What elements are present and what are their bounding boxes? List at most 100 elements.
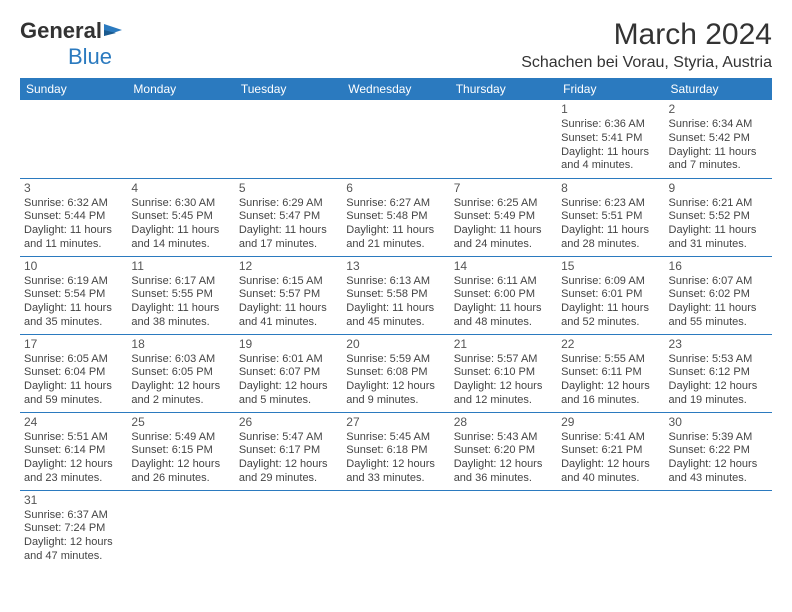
title-block: March 2024 Schachen bei Vorau, Styria, A… <box>521 18 772 72</box>
sunrise-line: Sunrise: 6:13 AM <box>346 275 445 289</box>
sunrise-line: Sunrise: 5:53 AM <box>669 353 768 367</box>
sunrise-line: Sunrise: 6:30 AM <box>131 197 230 211</box>
day-number: 10 <box>24 259 123 274</box>
empty-cell <box>342 490 449 568</box>
sunset-line: Sunset: 5:52 PM <box>669 210 768 224</box>
daylight-line: Daylight: 11 hours and 38 minutes. <box>131 302 230 330</box>
sunrise-line: Sunrise: 6:11 AM <box>454 275 553 289</box>
day-cell-28: 28Sunrise: 5:43 AMSunset: 6:20 PMDayligh… <box>450 412 557 490</box>
sunrise-line: Sunrise: 5:43 AM <box>454 431 553 445</box>
day-cell-23: 23Sunrise: 5:53 AMSunset: 6:12 PMDayligh… <box>665 334 772 412</box>
sunrise-line: Sunrise: 6:23 AM <box>561 197 660 211</box>
day-number: 19 <box>239 337 338 352</box>
day-cell-16: 16Sunrise: 6:07 AMSunset: 6:02 PMDayligh… <box>665 256 772 334</box>
day-number: 7 <box>454 181 553 196</box>
daylight-line: Daylight: 11 hours and 35 minutes. <box>24 302 123 330</box>
sunrise-line: Sunrise: 5:57 AM <box>454 353 553 367</box>
daylight-line: Daylight: 11 hours and 24 minutes. <box>454 224 553 252</box>
day-cell-20: 20Sunrise: 5:59 AMSunset: 6:08 PMDayligh… <box>342 334 449 412</box>
sunset-line: Sunset: 6:20 PM <box>454 444 553 458</box>
sunset-line: Sunset: 5:58 PM <box>346 288 445 302</box>
sunrise-line: Sunrise: 6:19 AM <box>24 275 123 289</box>
sunrise-line: Sunrise: 6:07 AM <box>669 275 768 289</box>
sunset-line: Sunset: 6:14 PM <box>24 444 123 458</box>
day-cell-17: 17Sunrise: 6:05 AMSunset: 6:04 PMDayligh… <box>20 334 127 412</box>
day-cell-14: 14Sunrise: 6:11 AMSunset: 6:00 PMDayligh… <box>450 256 557 334</box>
empty-cell <box>127 490 234 568</box>
sunset-line: Sunset: 6:08 PM <box>346 366 445 380</box>
sunrise-line: Sunrise: 6:29 AM <box>239 197 338 211</box>
empty-cell <box>342 100 449 178</box>
day-number: 21 <box>454 337 553 352</box>
empty-cell <box>450 100 557 178</box>
day-number: 16 <box>669 259 768 274</box>
sunset-line: Sunset: 5:41 PM <box>561 132 660 146</box>
sunrise-line: Sunrise: 5:49 AM <box>131 431 230 445</box>
sunset-line: Sunset: 6:00 PM <box>454 288 553 302</box>
sunset-line: Sunset: 6:05 PM <box>131 366 230 380</box>
sunset-line: Sunset: 6:12 PM <box>669 366 768 380</box>
sunrise-line: Sunrise: 5:47 AM <box>239 431 338 445</box>
calendar-row: 1Sunrise: 6:36 AMSunset: 5:41 PMDaylight… <box>20 100 772 178</box>
day-number: 29 <box>561 415 660 430</box>
day-number: 27 <box>346 415 445 430</box>
sunset-line: Sunset: 6:04 PM <box>24 366 123 380</box>
day-cell-4: 4Sunrise: 6:30 AMSunset: 5:45 PMDaylight… <box>127 178 234 256</box>
sunset-line: Sunset: 5:57 PM <box>239 288 338 302</box>
sunset-line: Sunset: 6:02 PM <box>669 288 768 302</box>
day-number: 9 <box>669 181 768 196</box>
sunrise-line: Sunrise: 6:21 AM <box>669 197 768 211</box>
daylight-line: Daylight: 12 hours and 29 minutes. <box>239 458 338 486</box>
daylight-line: Daylight: 12 hours and 36 minutes. <box>454 458 553 486</box>
daylight-line: Daylight: 12 hours and 43 minutes. <box>669 458 768 486</box>
day-cell-15: 15Sunrise: 6:09 AMSunset: 6:01 PMDayligh… <box>557 256 664 334</box>
weekday-saturday: Saturday <box>665 78 772 100</box>
day-number: 24 <box>24 415 123 430</box>
day-number: 20 <box>346 337 445 352</box>
daylight-line: Daylight: 12 hours and 23 minutes. <box>24 458 123 486</box>
daylight-line: Daylight: 12 hours and 40 minutes. <box>561 458 660 486</box>
daylight-line: Daylight: 12 hours and 16 minutes. <box>561 380 660 408</box>
sunset-line: Sunset: 6:22 PM <box>669 444 768 458</box>
daylight-line: Daylight: 11 hours and 7 minutes. <box>669 146 768 174</box>
sunset-line: Sunset: 6:21 PM <box>561 444 660 458</box>
logo-text: GeneralBlue <box>20 18 124 70</box>
daylight-line: Daylight: 11 hours and 14 minutes. <box>131 224 230 252</box>
day-cell-29: 29Sunrise: 5:41 AMSunset: 6:21 PMDayligh… <box>557 412 664 490</box>
weekday-wednesday: Wednesday <box>342 78 449 100</box>
sunrise-line: Sunrise: 5:51 AM <box>24 431 123 445</box>
day-number: 4 <box>131 181 230 196</box>
sunset-line: Sunset: 6:10 PM <box>454 366 553 380</box>
sunrise-line: Sunrise: 6:03 AM <box>131 353 230 367</box>
sunset-line: Sunset: 7:24 PM <box>24 522 123 536</box>
day-number: 8 <box>561 181 660 196</box>
day-number: 22 <box>561 337 660 352</box>
sunset-line: Sunset: 6:17 PM <box>239 444 338 458</box>
daylight-line: Daylight: 12 hours and 9 minutes. <box>346 380 445 408</box>
daylight-line: Daylight: 11 hours and 45 minutes. <box>346 302 445 330</box>
day-number: 6 <box>346 181 445 196</box>
day-cell-1: 1Sunrise: 6:36 AMSunset: 5:41 PMDaylight… <box>557 100 664 178</box>
day-cell-21: 21Sunrise: 5:57 AMSunset: 6:10 PMDayligh… <box>450 334 557 412</box>
sunrise-line: Sunrise: 6:15 AM <box>239 275 338 289</box>
day-cell-9: 9Sunrise: 6:21 AMSunset: 5:52 PMDaylight… <box>665 178 772 256</box>
day-cell-6: 6Sunrise: 6:27 AMSunset: 5:48 PMDaylight… <box>342 178 449 256</box>
daylight-line: Daylight: 12 hours and 19 minutes. <box>669 380 768 408</box>
day-number: 25 <box>131 415 230 430</box>
day-cell-7: 7Sunrise: 6:25 AMSunset: 5:49 PMDaylight… <box>450 178 557 256</box>
sunset-line: Sunset: 5:49 PM <box>454 210 553 224</box>
day-number: 5 <box>239 181 338 196</box>
calendar-row: 24Sunrise: 5:51 AMSunset: 6:14 PMDayligh… <box>20 412 772 490</box>
weekday-tuesday: Tuesday <box>235 78 342 100</box>
daylight-line: Daylight: 11 hours and 11 minutes. <box>24 224 123 252</box>
sunset-line: Sunset: 6:07 PM <box>239 366 338 380</box>
weekday-monday: Monday <box>127 78 234 100</box>
weekday-row: SundayMondayTuesdayWednesdayThursdayFrid… <box>20 78 772 100</box>
day-cell-22: 22Sunrise: 5:55 AMSunset: 6:11 PMDayligh… <box>557 334 664 412</box>
sunset-line: Sunset: 5:44 PM <box>24 210 123 224</box>
flag-icon <box>104 18 124 34</box>
sunrise-line: Sunrise: 6:37 AM <box>24 509 123 523</box>
sunrise-line: Sunrise: 5:59 AM <box>346 353 445 367</box>
sunset-line: Sunset: 6:18 PM <box>346 444 445 458</box>
day-number: 30 <box>669 415 768 430</box>
